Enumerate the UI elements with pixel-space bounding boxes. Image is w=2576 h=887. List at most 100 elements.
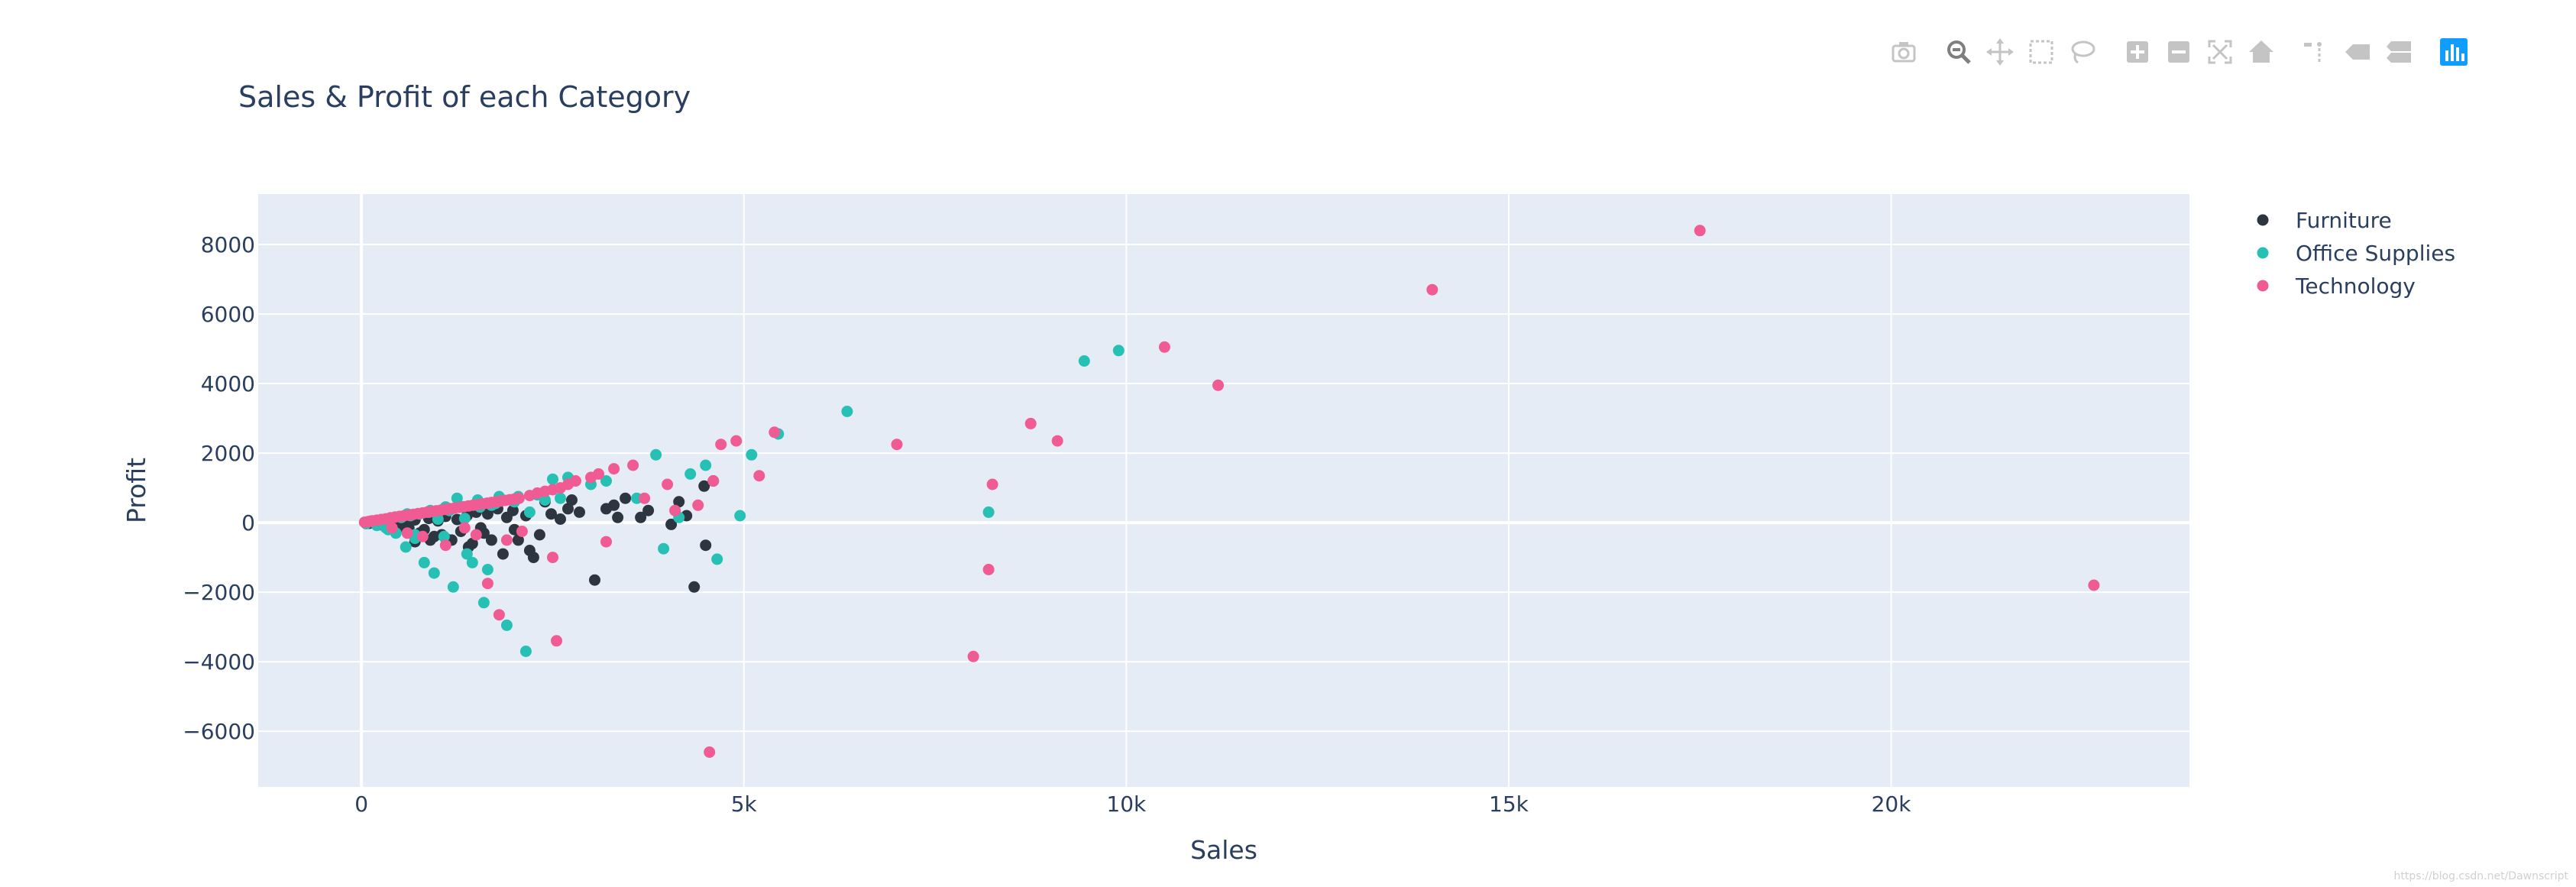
data-point[interactable] bbox=[1158, 341, 1170, 353]
data-point[interactable] bbox=[730, 435, 743, 447]
data-point[interactable] bbox=[555, 492, 566, 504]
zoom-out-button[interactable] bbox=[2162, 35, 2196, 69]
data-point[interactable] bbox=[734, 510, 746, 522]
plotly-logo-button[interactable] bbox=[2437, 35, 2471, 69]
data-point[interactable] bbox=[570, 475, 581, 487]
data-point[interactable] bbox=[692, 499, 704, 511]
legend-item[interactable]: Technology bbox=[2257, 274, 2416, 299]
data-point[interactable] bbox=[500, 534, 513, 546]
data-point[interactable] bbox=[418, 556, 430, 568]
legend[interactable]: Furniture Office Supplies Technology bbox=[2257, 208, 2456, 299]
data-point[interactable] bbox=[466, 556, 478, 568]
data-point[interactable] bbox=[400, 541, 412, 553]
data-point[interactable] bbox=[746, 448, 758, 461]
data-point[interactable] bbox=[493, 609, 505, 621]
hover-compare-button[interactable] bbox=[2382, 35, 2416, 69]
data-point[interactable] bbox=[547, 552, 558, 564]
data-point[interactable] bbox=[982, 564, 995, 575]
data-point[interactable] bbox=[547, 473, 558, 485]
data-point[interactable] bbox=[401, 527, 413, 539]
data-point[interactable] bbox=[574, 506, 585, 518]
zoom-in-button[interactable] bbox=[2121, 35, 2154, 69]
data-point[interactable] bbox=[1078, 355, 1090, 367]
lasso-select-button[interactable] bbox=[2066, 35, 2099, 69]
data-point[interactable] bbox=[477, 597, 490, 609]
data-point[interactable] bbox=[608, 499, 620, 511]
data-point[interactable] bbox=[566, 494, 578, 506]
data-point[interactable] bbox=[1112, 345, 1125, 357]
data-point[interactable] bbox=[891, 439, 903, 451]
hover-closest-button[interactable] bbox=[2341, 35, 2374, 69]
data-point[interactable] bbox=[523, 506, 536, 518]
data-point[interactable] bbox=[481, 508, 494, 520]
data-point[interactable] bbox=[627, 459, 639, 471]
data-point[interactable] bbox=[673, 496, 685, 508]
data-point[interactable] bbox=[485, 534, 497, 546]
legend-item[interactable]: Furniture bbox=[2257, 208, 2392, 233]
box-select-button[interactable] bbox=[2024, 35, 2058, 69]
autoscale-button[interactable] bbox=[2203, 35, 2237, 69]
data-point[interactable] bbox=[700, 459, 712, 471]
data-point[interactable] bbox=[523, 545, 536, 556]
pan-button[interactable] bbox=[1983, 35, 2017, 69]
data-point[interactable] bbox=[642, 504, 655, 516]
spike-lines-button[interactable] bbox=[2299, 35, 2333, 69]
data-point[interactable] bbox=[639, 492, 651, 504]
data-point[interactable] bbox=[451, 492, 463, 504]
data-point[interactable] bbox=[967, 650, 979, 662]
data-point[interactable] bbox=[658, 542, 670, 555]
data-point[interactable] bbox=[551, 635, 562, 647]
data-point[interactable] bbox=[769, 426, 781, 439]
data-point[interactable] bbox=[707, 475, 720, 487]
data-point[interactable] bbox=[662, 478, 674, 490]
reset-axes-button[interactable] bbox=[2244, 35, 2278, 69]
data-point[interactable] bbox=[650, 448, 662, 461]
data-point[interactable] bbox=[439, 539, 451, 552]
data-point[interactable] bbox=[513, 492, 525, 504]
data-point[interactable] bbox=[665, 518, 678, 530]
data-point[interactable] bbox=[497, 548, 509, 560]
data-point[interactable] bbox=[620, 492, 632, 504]
data-point[interactable] bbox=[841, 406, 853, 417]
data-point[interactable] bbox=[458, 522, 471, 534]
data-point[interactable] bbox=[481, 578, 494, 590]
camera-button[interactable] bbox=[1887, 35, 1921, 69]
data-point[interactable] bbox=[1024, 417, 1037, 429]
data-point[interactable] bbox=[533, 529, 545, 541]
data-point[interactable] bbox=[608, 463, 620, 475]
data-point[interactable] bbox=[1212, 379, 1224, 391]
data-point[interactable] bbox=[416, 530, 429, 542]
data-point[interactable] bbox=[519, 646, 532, 657]
data-point[interactable] bbox=[545, 508, 557, 520]
data-point[interactable] bbox=[461, 548, 473, 560]
data-point[interactable] bbox=[711, 553, 723, 565]
data-point[interactable] bbox=[593, 468, 604, 480]
data-point[interactable] bbox=[562, 503, 574, 515]
data-point[interactable] bbox=[600, 536, 612, 548]
data-point[interactable] bbox=[753, 470, 765, 482]
data-point[interactable] bbox=[458, 513, 471, 525]
data-point[interactable] bbox=[684, 468, 697, 480]
data-point[interactable] bbox=[700, 539, 712, 552]
data-point[interactable] bbox=[386, 522, 398, 534]
data-point[interactable] bbox=[635, 511, 647, 523]
zoom-button[interactable] bbox=[1942, 35, 1976, 69]
data-point[interactable] bbox=[555, 513, 566, 525]
data-point[interactable] bbox=[500, 619, 513, 631]
data-point[interactable] bbox=[1694, 225, 1706, 237]
data-point[interactable] bbox=[982, 506, 995, 518]
data-point[interactable] bbox=[704, 746, 716, 758]
data-point[interactable] bbox=[512, 534, 524, 546]
data-point[interactable] bbox=[470, 529, 482, 541]
data-point[interactable] bbox=[539, 494, 551, 506]
data-point[interactable] bbox=[438, 530, 450, 542]
data-point[interactable] bbox=[481, 564, 494, 575]
data-point[interactable] bbox=[669, 504, 681, 516]
data-point[interactable] bbox=[715, 439, 727, 451]
data-point[interactable] bbox=[986, 478, 998, 490]
legend-item[interactable]: Office Supplies bbox=[2257, 241, 2456, 266]
data-point[interactable] bbox=[1051, 435, 1063, 447]
data-point[interactable] bbox=[516, 526, 528, 537]
data-point[interactable] bbox=[612, 511, 624, 523]
data-point[interactable] bbox=[447, 581, 459, 593]
